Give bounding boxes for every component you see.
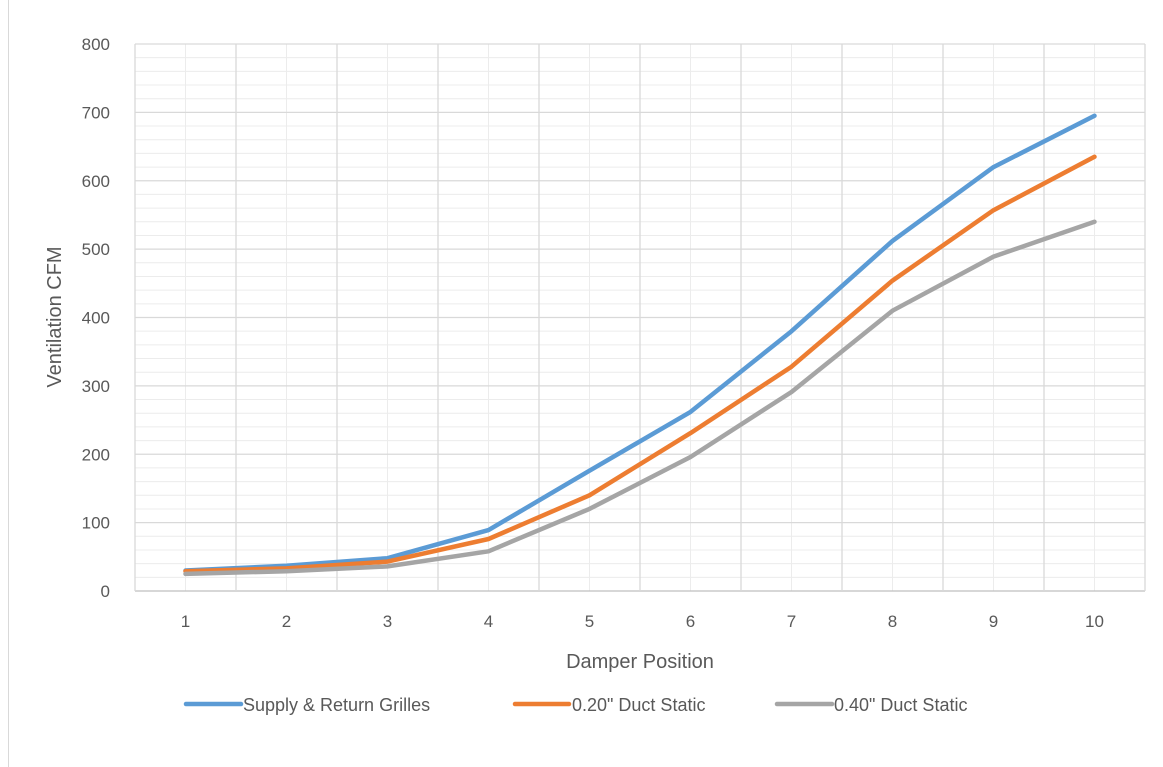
y-tick-label: 200 <box>82 445 110 464</box>
x-tick-label: 7 <box>787 612 796 631</box>
series-line-1 <box>183 113 1097 573</box>
x-tick-label: 8 <box>888 612 897 631</box>
legend-label-1: Supply & Return Grilles <box>243 695 430 715</box>
y-tick-label: 800 <box>82 35 110 54</box>
x-tick-label: 9 <box>989 612 998 631</box>
chart-border-left <box>8 0 9 767</box>
y-tick-label: 500 <box>82 240 110 259</box>
y-tick-label: 400 <box>82 309 110 328</box>
y-tick-label: 600 <box>82 172 110 191</box>
x-axis-title: Damper Position <box>566 651 714 673</box>
y-tick-label: 300 <box>82 377 110 396</box>
x-tick-label: 2 <box>282 612 291 631</box>
legend-label-3: 0.40" Duct Static <box>834 695 967 715</box>
y-tick-label: 700 <box>82 103 110 122</box>
x-tick-label: 6 <box>686 612 695 631</box>
x-tick-label: 4 <box>484 612 493 631</box>
y-tick-label: 0 <box>101 582 110 601</box>
y-tick-label: 100 <box>82 514 110 533</box>
x-tick-label: 5 <box>585 612 594 631</box>
y-axis-title: Ventilation CFM <box>44 246 66 387</box>
legend: Supply & Return Grilles 0.20" Duct Static… <box>183 695 967 715</box>
x-tick-label: 10 <box>1085 612 1104 631</box>
series-line-2 <box>183 154 1097 574</box>
x-axis-tick-labels: 1 2 3 4 5 6 7 8 9 10 <box>181 612 1104 631</box>
legend-label-2: 0.20" Duct Static <box>572 695 705 715</box>
series-line-3 <box>183 219 1097 577</box>
x-tick-label: 3 <box>383 612 392 631</box>
y-axis-tick-labels: 0 100 200 300 400 500 600 700 800 <box>82 35 110 601</box>
x-tick-label: 1 <box>181 612 190 631</box>
series-lines <box>183 113 1097 577</box>
